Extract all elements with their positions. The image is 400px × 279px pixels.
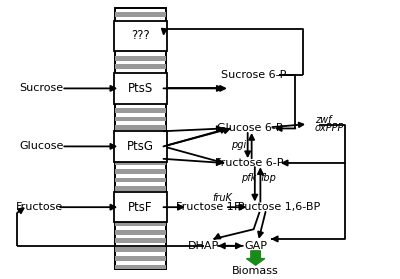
Text: Fructose 1,6-BP: Fructose 1,6-BP (234, 202, 320, 212)
Bar (114, 12, 166, 17)
Bar (114, 264, 166, 269)
Bar (114, 21, 166, 26)
Bar (114, 117, 166, 121)
Bar (114, 151, 166, 156)
Text: PtsF: PtsF (128, 201, 153, 214)
Bar (114, 212, 166, 217)
Text: ???: ??? (131, 29, 150, 42)
Text: Glucose 6-P: Glucose 6-P (217, 123, 282, 133)
Bar (114, 177, 166, 182)
Bar (114, 195, 166, 200)
Bar (114, 38, 166, 43)
Text: oxPPP: oxPPP (314, 123, 344, 133)
FancyBboxPatch shape (114, 73, 167, 104)
Text: Glucose: Glucose (19, 141, 63, 151)
FancyBboxPatch shape (114, 192, 167, 222)
Text: GAP: GAP (244, 241, 267, 251)
Bar (114, 230, 166, 235)
FancyBboxPatch shape (114, 131, 167, 162)
Bar (114, 125, 166, 130)
Text: zwf: zwf (315, 115, 331, 125)
Text: Fructose 6-P: Fructose 6-P (216, 158, 284, 168)
Bar (114, 73, 166, 78)
Bar (114, 90, 166, 95)
Bar (114, 64, 166, 69)
Text: fruK: fruK (212, 193, 232, 203)
Bar (114, 134, 166, 139)
Text: DHAP: DHAP (188, 241, 220, 251)
Bar (114, 221, 166, 226)
Text: Biomass: Biomass (232, 266, 279, 276)
Bar (114, 8, 166, 269)
Bar (114, 160, 166, 165)
Bar (114, 82, 166, 86)
Bar (114, 247, 166, 252)
FancyArrow shape (246, 251, 265, 265)
Bar (114, 186, 166, 191)
Text: pfk: pfk (241, 173, 256, 183)
Bar (114, 47, 166, 52)
Bar (114, 108, 166, 113)
Bar (114, 204, 166, 208)
Bar (114, 169, 166, 174)
Bar (114, 256, 166, 261)
Bar (114, 239, 166, 243)
Text: pgi: pgi (231, 140, 246, 150)
Text: Fructose: Fructose (16, 202, 63, 212)
Bar (114, 99, 166, 104)
Text: PtsG: PtsG (127, 140, 154, 153)
FancyBboxPatch shape (114, 21, 167, 51)
Text: Sucrose 6-P: Sucrose 6-P (221, 69, 286, 80)
Text: Sucrose: Sucrose (19, 83, 63, 93)
Text: fbp: fbp (261, 173, 277, 183)
Bar (114, 56, 166, 61)
Bar (114, 30, 166, 34)
Bar (114, 143, 166, 148)
Text: Fructose 1-P: Fructose 1-P (176, 202, 244, 212)
Text: PtsS: PtsS (128, 82, 153, 95)
